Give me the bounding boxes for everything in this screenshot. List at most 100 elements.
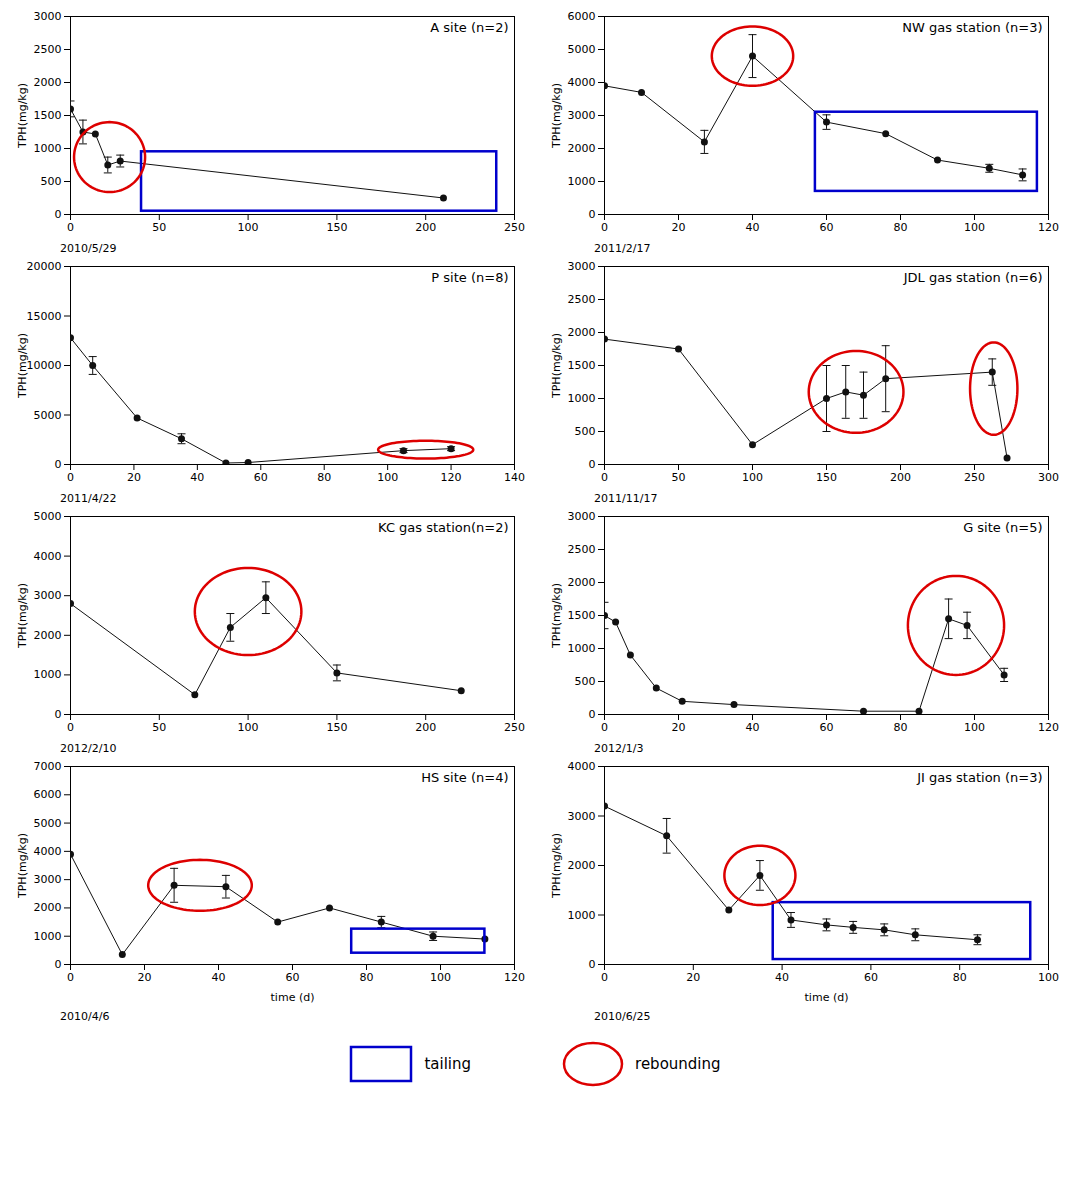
svg-text:0: 0 [601, 471, 608, 484]
svg-text:0: 0 [601, 221, 608, 234]
svg-text:0: 0 [55, 708, 62, 721]
svg-text:2000: 2000 [34, 76, 62, 89]
svg-text:TPH(mg/kg): TPH(mg/kg) [550, 583, 563, 649]
svg-text:60: 60 [254, 471, 268, 484]
svg-text:40: 40 [746, 721, 760, 734]
svg-text:0: 0 [589, 458, 596, 471]
svg-text:5000: 5000 [568, 43, 596, 56]
svg-text:15000: 15000 [27, 310, 62, 323]
svg-text:80: 80 [894, 221, 908, 234]
svg-text:KC gas station(n=2): KC gas station(n=2) [378, 520, 508, 535]
svg-text:1500: 1500 [568, 359, 596, 372]
svg-text:20: 20 [127, 471, 141, 484]
svg-text:TPH(mg/kg): TPH(mg/kg) [550, 333, 563, 399]
svg-text:3000: 3000 [34, 10, 62, 23]
svg-text:3000: 3000 [568, 810, 596, 823]
svg-text:60: 60 [864, 971, 878, 984]
svg-text:1000: 1000 [568, 392, 596, 405]
svg-text:5000: 5000 [34, 817, 62, 830]
svg-text:50: 50 [672, 471, 686, 484]
svg-text:20: 20 [686, 971, 700, 984]
svg-text:120: 120 [504, 971, 525, 984]
svg-text:20000: 20000 [27, 260, 62, 273]
svg-text:1000: 1000 [568, 175, 596, 188]
svg-text:7000: 7000 [34, 760, 62, 773]
svg-text:NW gas station (n=3): NW gas station (n=3) [902, 20, 1042, 35]
svg-text:G site (n=5): G site (n=5) [963, 520, 1042, 535]
svg-text:2500: 2500 [568, 293, 596, 306]
svg-text:0: 0 [67, 721, 74, 734]
svg-text:0: 0 [601, 721, 608, 734]
svg-text:TPH(mg/kg): TPH(mg/kg) [550, 83, 563, 149]
svg-text:200: 200 [415, 221, 436, 234]
svg-text:0: 0 [55, 458, 62, 471]
svg-text:20: 20 [672, 721, 686, 734]
svg-text:40: 40 [212, 971, 226, 984]
svg-text:JDL gas station (n=6): JDL gas station (n=6) [903, 270, 1043, 285]
svg-text:0: 0 [589, 708, 596, 721]
svg-text:5000: 5000 [34, 409, 62, 422]
svg-text:4000: 4000 [568, 760, 596, 773]
svg-text:80: 80 [360, 971, 374, 984]
svg-text:100: 100 [742, 471, 763, 484]
svg-text:3000: 3000 [34, 589, 62, 602]
svg-text:1000: 1000 [34, 668, 62, 681]
svg-text:2500: 2500 [34, 43, 62, 56]
svg-text:2000: 2000 [568, 142, 596, 155]
svg-text:80: 80 [894, 721, 908, 734]
svg-text:50: 50 [152, 721, 166, 734]
svg-text:time (d): time (d) [271, 991, 315, 1004]
svg-text:100: 100 [1038, 971, 1059, 984]
svg-text:0: 0 [589, 208, 596, 221]
svg-text:100: 100 [238, 221, 259, 234]
svg-text:TPH(mg/kg): TPH(mg/kg) [16, 333, 29, 399]
svg-text:250: 250 [504, 221, 525, 234]
svg-text:200: 200 [890, 471, 911, 484]
svg-text:4000: 4000 [34, 550, 62, 563]
svg-text:60: 60 [286, 971, 300, 984]
svg-text:2000: 2000 [34, 629, 62, 642]
svg-text:1500: 1500 [34, 109, 62, 122]
svg-text:1500: 1500 [568, 609, 596, 622]
svg-text:250: 250 [964, 471, 985, 484]
svg-text:500: 500 [41, 175, 62, 188]
svg-text:500: 500 [575, 425, 596, 438]
svg-text:3000: 3000 [568, 260, 596, 273]
svg-text:6000: 6000 [568, 10, 596, 23]
svg-text:80: 80 [317, 471, 331, 484]
svg-text:100: 100 [377, 471, 398, 484]
svg-text:150: 150 [326, 721, 347, 734]
svg-text:100: 100 [238, 721, 259, 734]
svg-text:0: 0 [67, 471, 74, 484]
svg-text:TPH(mg/kg): TPH(mg/kg) [16, 583, 29, 649]
svg-text:2500: 2500 [568, 543, 596, 556]
svg-text:500: 500 [575, 675, 596, 688]
svg-text:100: 100 [964, 221, 985, 234]
svg-text:4000: 4000 [568, 76, 596, 89]
svg-text:2000: 2000 [568, 576, 596, 589]
svg-text:6000: 6000 [34, 788, 62, 801]
svg-text:100: 100 [964, 721, 985, 734]
svg-text:0: 0 [67, 971, 74, 984]
svg-text:TPH(mg/kg): TPH(mg/kg) [550, 833, 563, 899]
svg-text:80: 80 [953, 971, 967, 984]
svg-text:3000: 3000 [568, 510, 596, 523]
svg-text:time (d): time (d) [805, 991, 849, 1004]
svg-text:150: 150 [816, 471, 837, 484]
svg-text:HS site (n=4): HS site (n=4) [421, 770, 508, 785]
svg-text:3000: 3000 [568, 109, 596, 122]
svg-text:140: 140 [504, 471, 525, 484]
svg-text:40: 40 [775, 971, 789, 984]
svg-text:3000: 3000 [34, 873, 62, 886]
svg-text:0: 0 [55, 208, 62, 221]
svg-text:20: 20 [672, 221, 686, 234]
svg-text:0: 0 [67, 221, 74, 234]
svg-text:300: 300 [1038, 471, 1059, 484]
svg-text:60: 60 [820, 221, 834, 234]
svg-text:P site (n=8): P site (n=8) [431, 270, 508, 285]
svg-text:0: 0 [55, 958, 62, 971]
svg-text:250: 250 [504, 721, 525, 734]
svg-text:1000: 1000 [568, 909, 596, 922]
svg-text:100: 100 [430, 971, 451, 984]
svg-text:A site (n=2): A site (n=2) [430, 20, 508, 35]
